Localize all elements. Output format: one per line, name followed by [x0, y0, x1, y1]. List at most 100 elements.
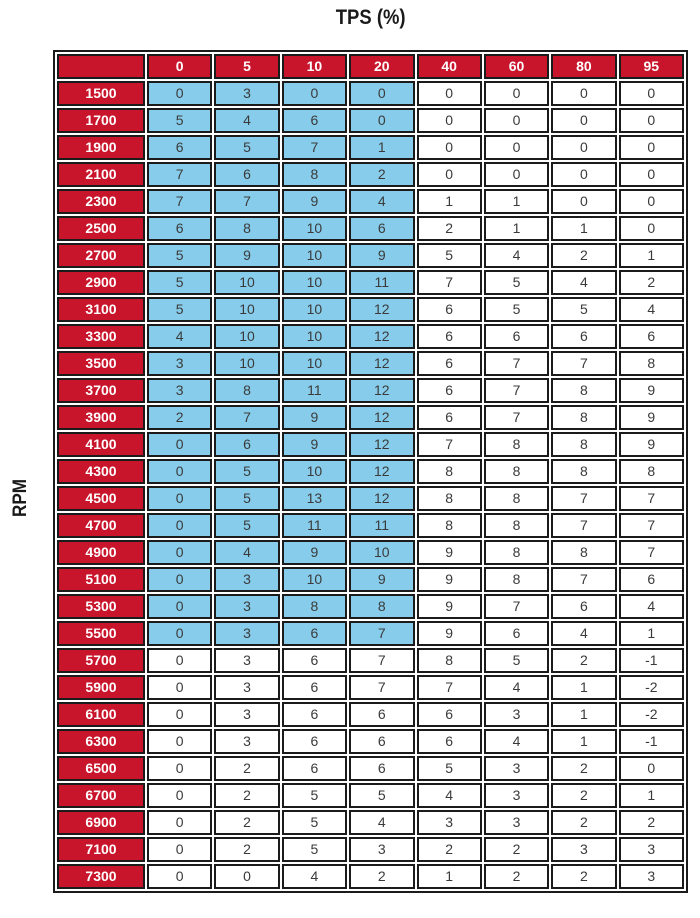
row-header-rpm-3100: 3100	[57, 297, 145, 322]
table-cell: 6	[281, 729, 348, 754]
table-cell: 6	[349, 216, 415, 241]
table-cell: 5	[281, 810, 348, 835]
table-cell: 12	[349, 405, 415, 430]
table-cell: 9	[416, 594, 482, 619]
table-cell: 10	[349, 540, 415, 565]
row-header-rpm-6700: 6700	[57, 783, 145, 808]
table-cell: 5	[551, 297, 617, 322]
table-cell: 2	[483, 837, 550, 862]
table-cell: 0	[147, 783, 213, 808]
table-cell: 0	[147, 567, 213, 592]
row-header-rpm-3500: 3500	[57, 351, 145, 376]
table-cell: 2	[214, 783, 280, 808]
row-header-rpm-4300: 4300	[57, 459, 145, 484]
table-cell: 3	[483, 702, 550, 727]
table-row: 1700 5 4 6 0 0 0 0 0	[57, 108, 684, 133]
table-cell: 10	[214, 324, 280, 349]
table-cell: 2	[349, 864, 415, 889]
table-cell: 5	[483, 297, 550, 322]
table-row: 2100 7 6 8 2 0 0 0 0	[57, 162, 684, 187]
table-cell: 8	[281, 162, 348, 187]
table-cell: 6	[618, 324, 684, 349]
table-cell: 9	[281, 405, 348, 430]
column-header-tps-5: 5	[214, 54, 280, 79]
table-row: 7100 0 2 5 3 2 2 3 3	[57, 837, 684, 862]
table-cell: 7	[147, 189, 213, 214]
table-cell: 0	[618, 108, 684, 133]
table-cell: 4	[214, 540, 280, 565]
table-cell: 0	[551, 162, 617, 187]
table-cell: 7	[483, 405, 550, 430]
table-cell: 10	[214, 351, 280, 376]
table-cell: 6	[483, 621, 550, 646]
table-cell: 0	[281, 81, 348, 106]
table-cell: 3	[618, 864, 684, 889]
row-header-rpm-3900: 3900	[57, 405, 145, 430]
table-cell: 10	[281, 297, 348, 322]
table-cell: 0	[483, 135, 550, 160]
row-header-rpm-5300: 5300	[57, 594, 145, 619]
table-cell: 8	[551, 432, 617, 457]
table-cell: 7	[551, 567, 617, 592]
table-row: 4100 0 6 9 12 7 8 8 9	[57, 432, 684, 457]
table-row: 3700 3 8 11 12 6 7 8 9	[57, 378, 684, 403]
table-row: 5100 0 3 10 9 9 8 7 6	[57, 567, 684, 592]
table-cell: 0	[147, 756, 213, 781]
table-cell: 8	[416, 486, 482, 511]
table-row: 3500 3 10 10 12 6 7 7 8	[57, 351, 684, 376]
row-header-rpm-2300: 2300	[57, 189, 145, 214]
table-cell: 1	[618, 243, 684, 268]
table-row: 6700 0 2 5 5 4 3 2 1	[57, 783, 684, 808]
table-cell: 0	[147, 81, 213, 106]
row-header-rpm-3300: 3300	[57, 324, 145, 349]
table-cell: 5	[416, 243, 482, 268]
table-row: 4700 0 5 11 11 8 8 7 7	[57, 513, 684, 538]
table-cell: 0	[551, 135, 617, 160]
table-cell: 7	[618, 540, 684, 565]
table-cell: 3	[147, 378, 213, 403]
table-cell: 0	[416, 81, 482, 106]
table-cell: 10	[281, 324, 348, 349]
table-cell: 1	[551, 216, 617, 241]
table-cell: 1	[483, 189, 550, 214]
table-cell: 6	[618, 567, 684, 592]
table-cell: 0	[147, 594, 213, 619]
table-cell: 9	[618, 432, 684, 457]
table-cell: 5	[483, 648, 550, 673]
table-cell: 10	[281, 567, 348, 592]
table-cell: 0	[147, 729, 213, 754]
table-cell: 1	[618, 783, 684, 808]
table-cell: 0	[147, 864, 213, 889]
table-cell: 4	[483, 243, 550, 268]
table-cell: 5	[281, 783, 348, 808]
table-cell: 8	[214, 378, 280, 403]
table-cell: 0	[618, 216, 684, 241]
table-cell: 11	[349, 513, 415, 538]
table-cell: 8	[483, 513, 550, 538]
table-cell: 5	[214, 513, 280, 538]
table-cell: 5	[147, 243, 213, 268]
row-header-rpm-6300: 6300	[57, 729, 145, 754]
table-cell: -1	[618, 648, 684, 673]
table-row: 2900 5 10 10 11 7 5 4 2	[57, 270, 684, 295]
table-cell: 2	[416, 837, 482, 862]
table-cell: 6	[147, 216, 213, 241]
table-cell: 8	[483, 486, 550, 511]
table-cell: 0	[147, 486, 213, 511]
table-cell: 9	[416, 567, 482, 592]
table-cell: 1	[483, 216, 550, 241]
table-cell: 1	[416, 189, 482, 214]
table-cell: 8	[551, 405, 617, 430]
table-cell: 1	[551, 675, 617, 700]
table-cell: 4	[483, 675, 550, 700]
table-cell: 3	[483, 783, 550, 808]
row-header-rpm-6900: 6900	[57, 810, 145, 835]
table-cell: 5	[483, 270, 550, 295]
table-body: 1500 0 3 0 0 0 0 0 0 1700 5 4 6 0 0 0 0 0 1900 6 5 7 1 0 0 0 0 2100…	[57, 81, 684, 889]
table-cell: 3	[349, 837, 415, 862]
table-cell: 3	[214, 594, 280, 619]
table-cell: 7	[416, 675, 482, 700]
table-cell: 8	[551, 378, 617, 403]
table-cell: 0	[618, 162, 684, 187]
